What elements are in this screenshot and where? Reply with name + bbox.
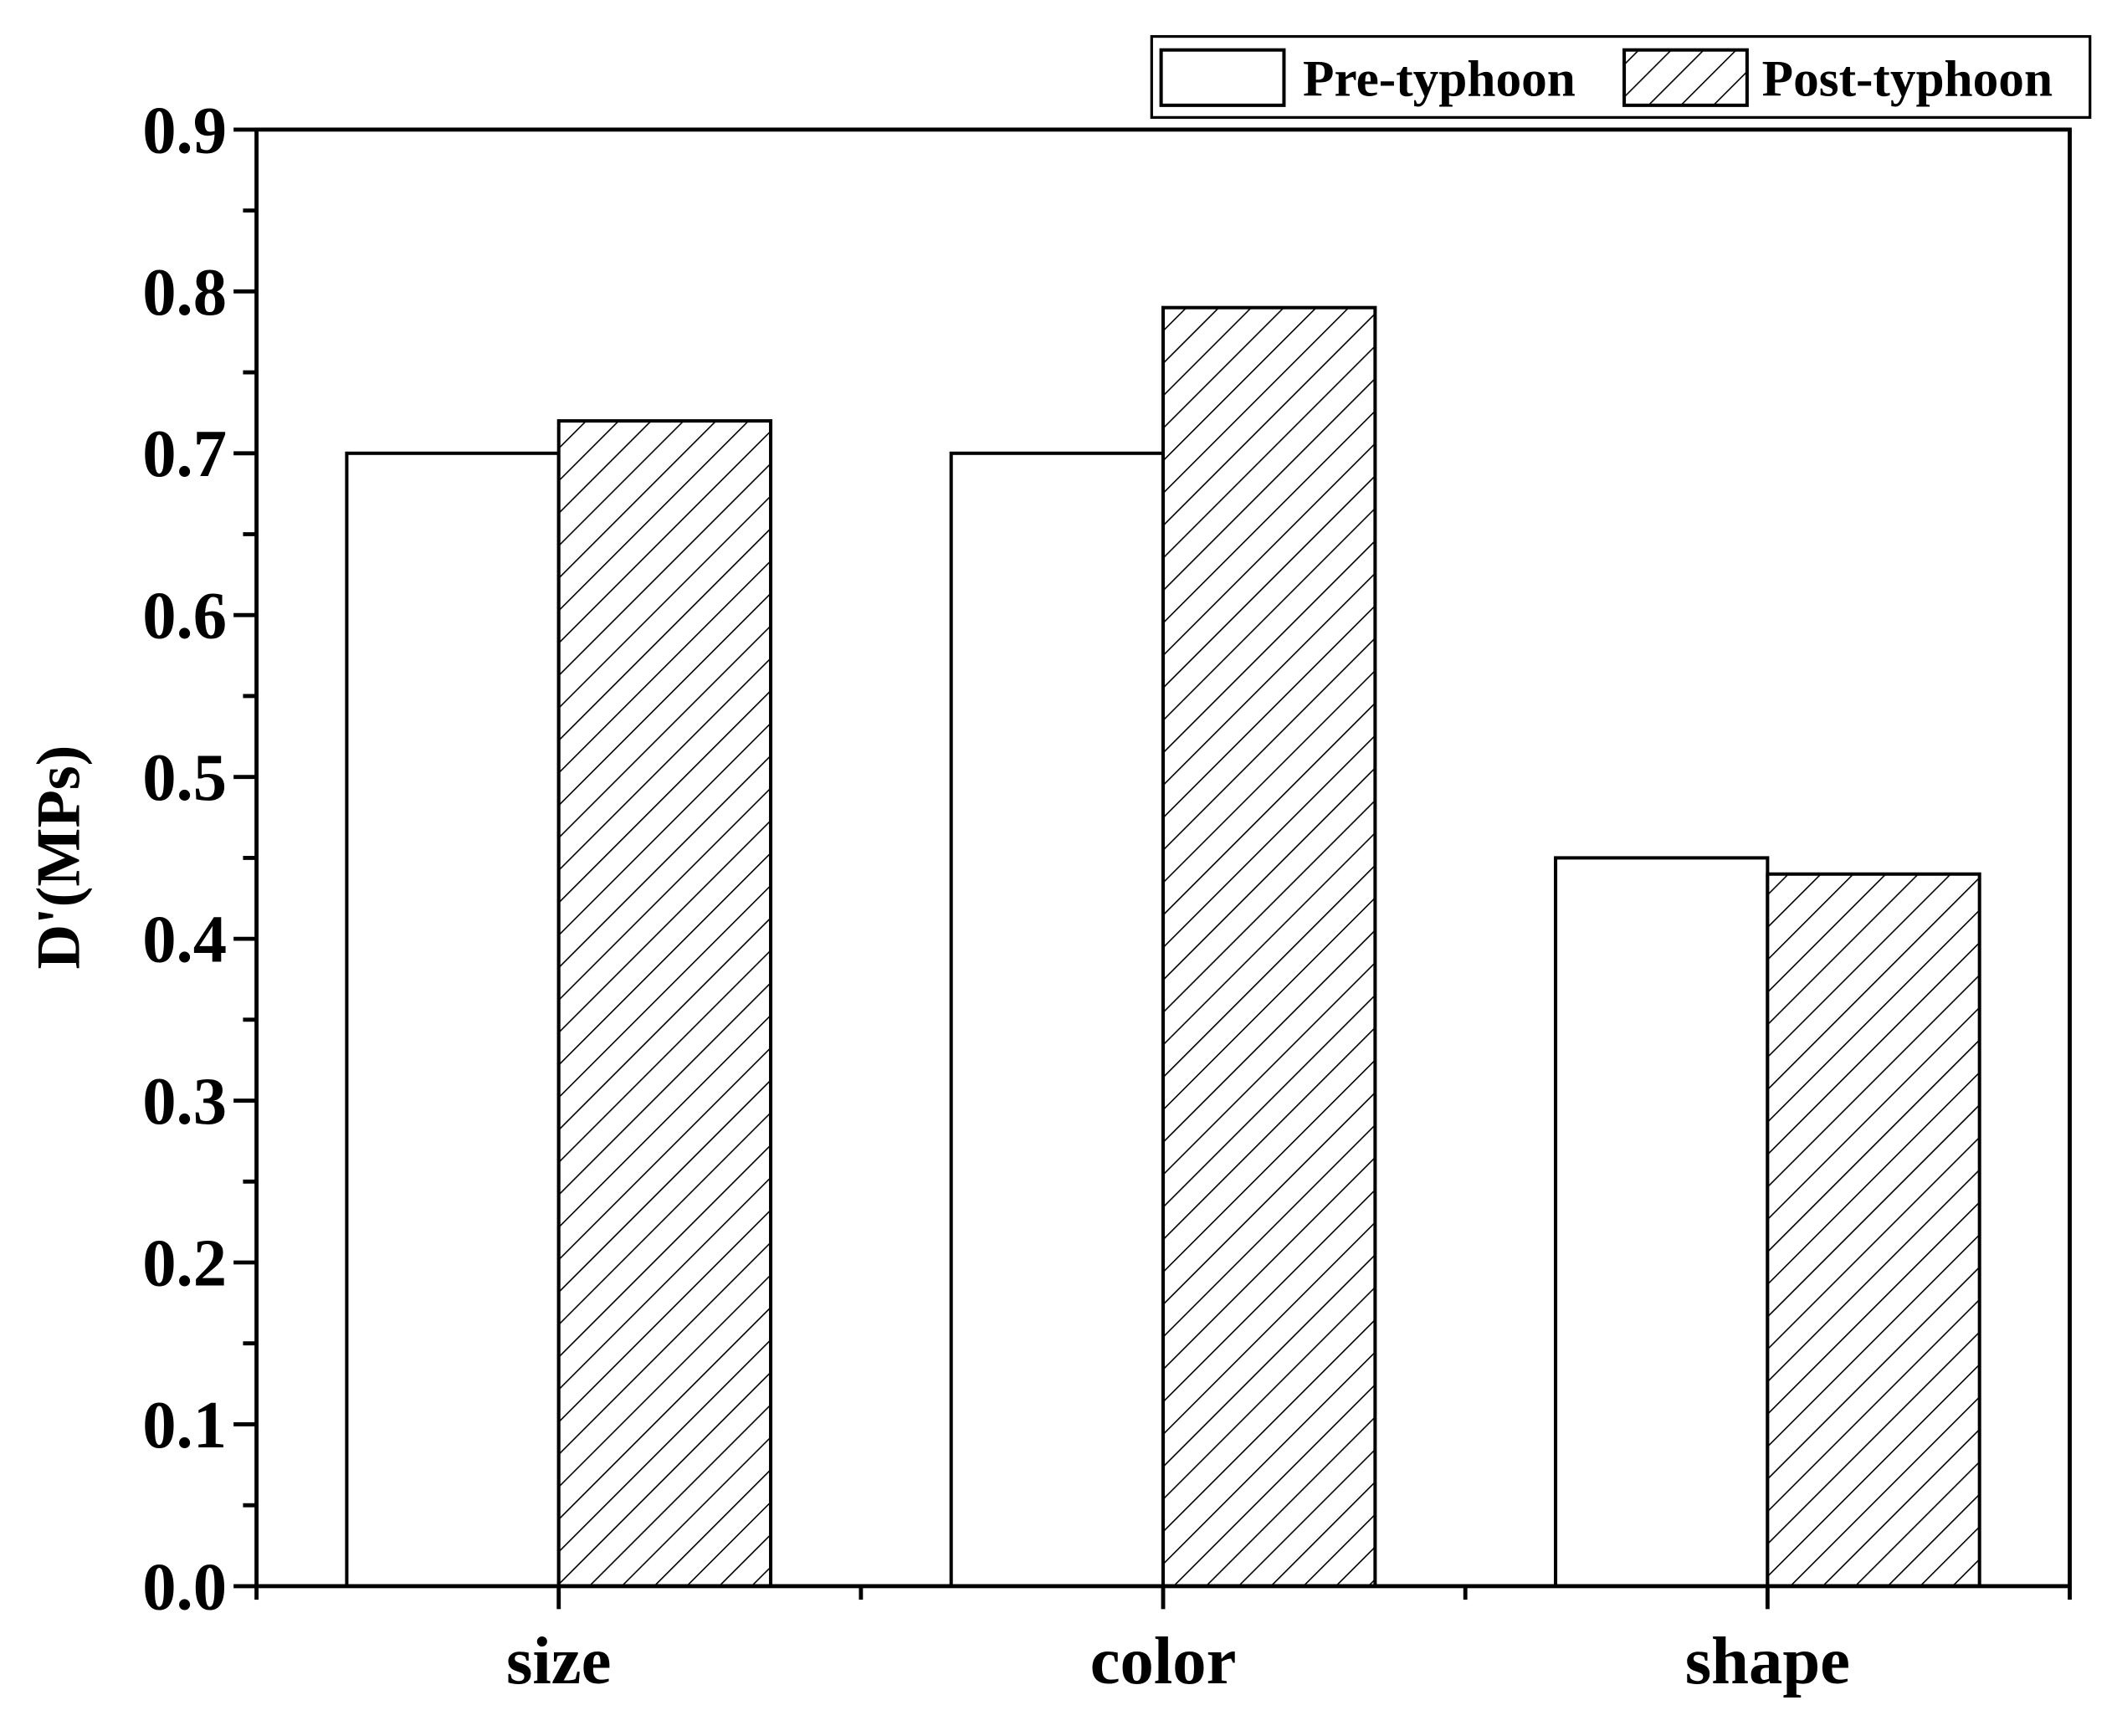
legend-box	[1150, 34, 2092, 119]
y-tick-label: 0.7	[142, 417, 227, 491]
legend-swatch	[1622, 48, 1749, 107]
y-tick-label: 0.8	[142, 255, 227, 330]
bar	[1766, 872, 1981, 1588]
bar	[949, 451, 1166, 1588]
y-tick-label: 0.4	[142, 903, 227, 977]
bar	[345, 451, 561, 1588]
y-tick-label: 0.0	[142, 1549, 227, 1624]
y-tick-label: 0.9	[142, 93, 227, 167]
y-axis-label: D'(MPs)	[24, 745, 93, 970]
legend-swatch	[1159, 48, 1286, 107]
legend-label: Post-typhoon	[1762, 51, 2053, 108]
y-tick-label: 0.2	[142, 1226, 227, 1300]
y-tick-label: 0.5	[142, 740, 227, 815]
y-tick-label: 0.1	[142, 1388, 227, 1462]
x-tick-label: color	[1090, 1624, 1237, 1698]
bar	[1554, 856, 1770, 1588]
bar	[1161, 305, 1377, 1588]
legend-label: Pre-typhoon	[1303, 51, 1576, 108]
x-tick-label: size	[506, 1624, 611, 1698]
bar	[556, 419, 773, 1588]
y-tick-label: 0.6	[142, 579, 227, 653]
y-tick-label: 0.3	[142, 1064, 227, 1139]
x-tick-label: shape	[1685, 1624, 1850, 1698]
